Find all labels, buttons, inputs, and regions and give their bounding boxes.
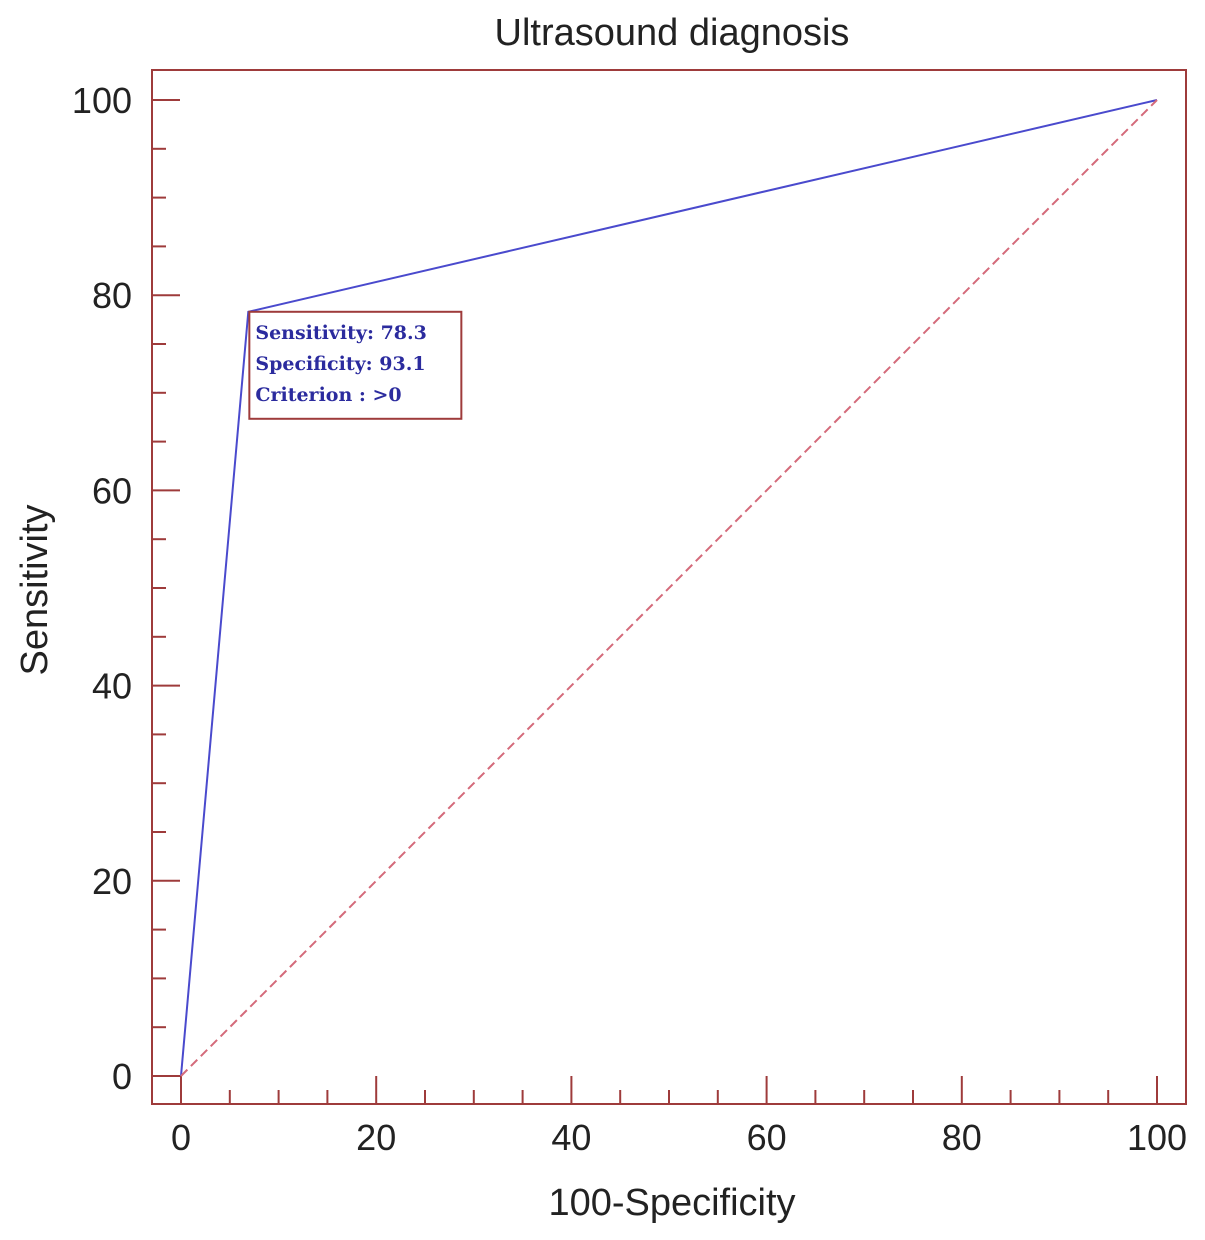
y-tick-label: 40 — [92, 666, 132, 707]
annotation-line: Sensitivity: 78.3 — [255, 322, 427, 344]
reference-diagonal-line — [180, 99, 1158, 1077]
y-tick-label: 20 — [92, 861, 132, 902]
roc-curve-line — [180, 99, 1158, 1077]
x-axis-ticks: 0 20 40 60 80 100 — [171, 1076, 1187, 1158]
y-axis-ticks: 0 20 40 60 80 100 — [72, 80, 180, 1097]
annotation-frame — [248, 310, 463, 420]
x-axis-label: 100-Specificity — [548, 1182, 795, 1224]
y-tick-label: 60 — [92, 470, 132, 511]
annotation-line: Criterion : >0 — [255, 384, 401, 406]
x-tick-label: 0 — [171, 1117, 191, 1158]
x-tick-label: 60 — [747, 1117, 787, 1158]
x-tick-label: 40 — [551, 1117, 591, 1158]
x-tick-label: 80 — [942, 1117, 982, 1158]
x-tick-label: 20 — [356, 1117, 396, 1158]
x-tick-label: 100 — [1127, 1117, 1187, 1158]
annotation-line: Specificity: 93.1 — [255, 353, 425, 375]
chart-title: Ultrasound diagnosis — [495, 12, 850, 54]
y-tick-label: 100 — [72, 80, 132, 121]
y-axis-label: Sensitivity — [14, 504, 56, 675]
series-lines — [180, 99, 1158, 1077]
y-tick-label: 80 — [92, 275, 132, 316]
annotation-box: Sensitivity: 78.3 Specificity: 93.1 Criter… — [248, 310, 463, 420]
y-tick-label: 0 — [112, 1056, 132, 1097]
